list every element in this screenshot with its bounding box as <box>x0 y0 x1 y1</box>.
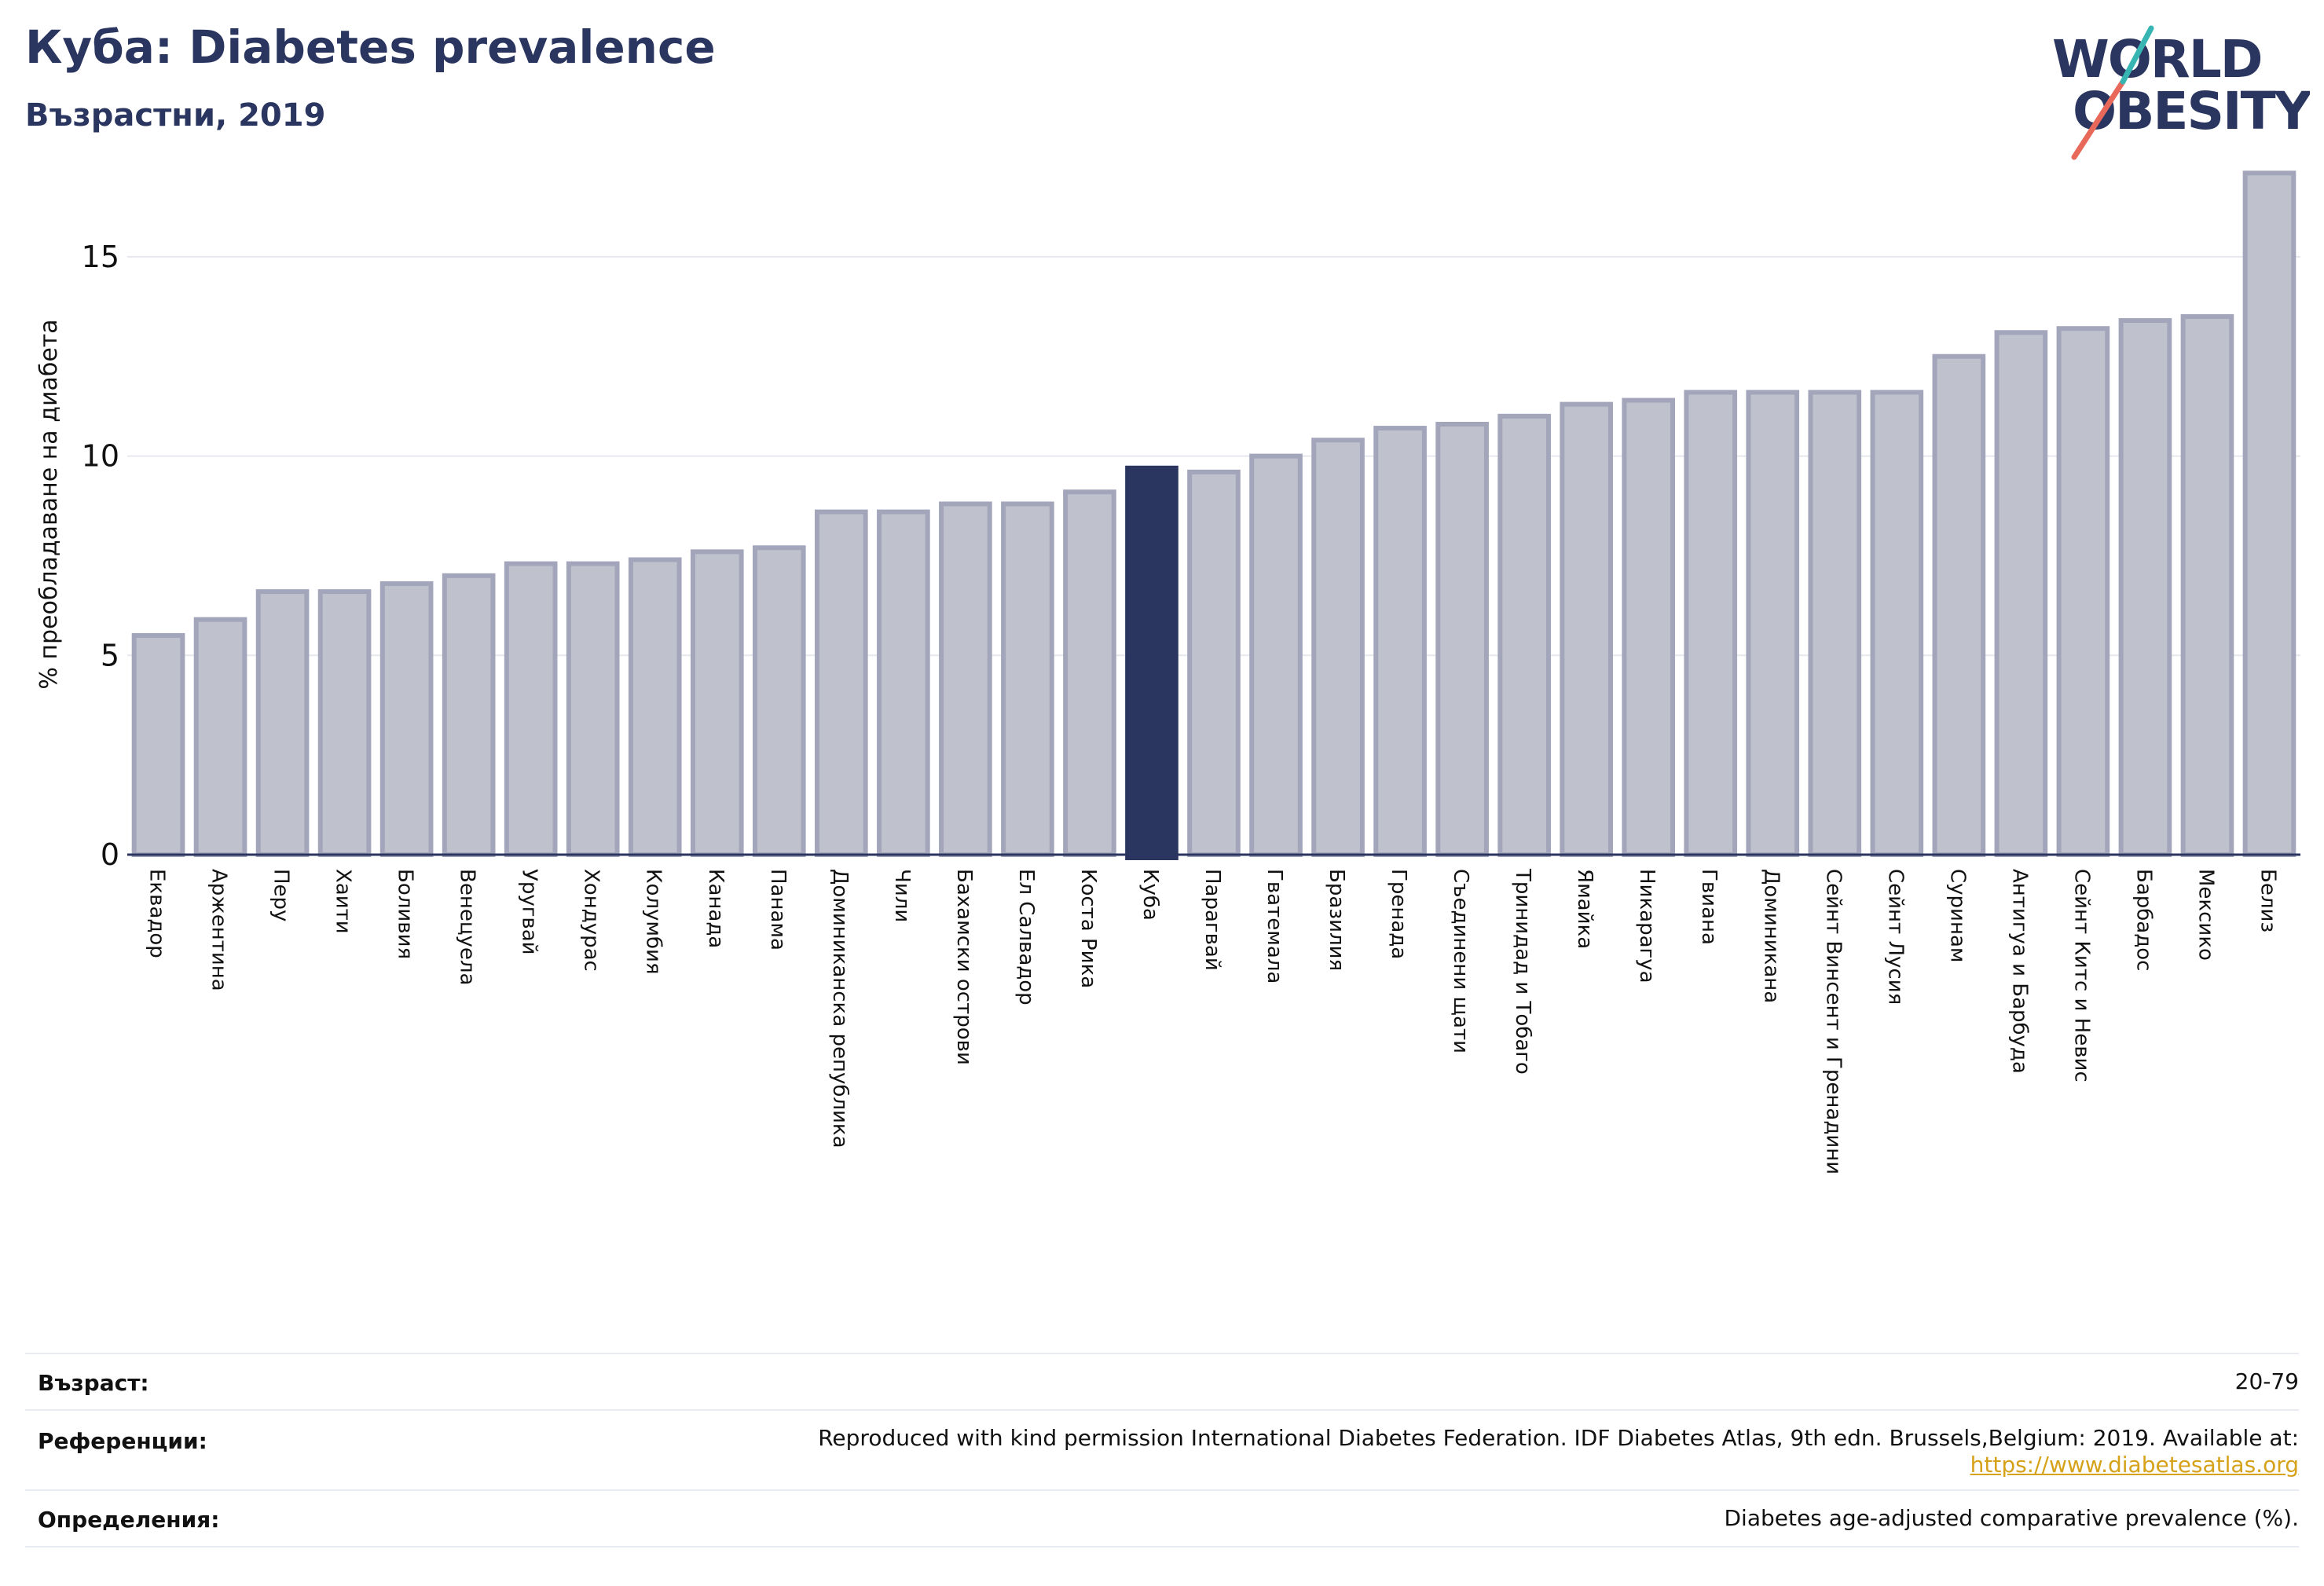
y-axis-label: % преобладаване на диабета <box>35 319 63 689</box>
y-axis-ticks: 0 5 10 15 <box>82 240 119 872</box>
bar <box>1249 453 1303 857</box>
x-tick-label: Венецуела <box>456 869 479 985</box>
bar <box>1994 330 2048 858</box>
bar <box>1373 426 1427 857</box>
bar <box>1001 501 1054 857</box>
bar <box>2180 313 2234 857</box>
bar <box>442 573 496 857</box>
bar <box>939 501 992 857</box>
x-tick-label: Бразилия <box>1325 869 1348 971</box>
x-tick-label: Хаити <box>332 869 355 934</box>
logo-line2: OBESITY <box>2073 81 2310 141</box>
bar <box>1125 465 1178 861</box>
x-tick-label: Белиз <box>2256 869 2279 932</box>
bar <box>2056 326 2110 857</box>
x-tick-label: Хондурас <box>580 869 603 972</box>
x-tick-label: Никарагуа <box>1635 869 1659 983</box>
bar <box>628 557 682 857</box>
chart-subtitle: Възрастни, 2019 <box>25 97 326 134</box>
bar <box>1560 401 1613 857</box>
bar <box>815 509 868 858</box>
bar <box>504 561 558 857</box>
age-label: Възраст: <box>38 1370 149 1396</box>
bar <box>317 589 372 858</box>
x-tick-label: Ел Салвадор <box>1014 869 1038 1005</box>
x-tick-label: Барбадос <box>2132 869 2155 971</box>
bar <box>131 632 185 858</box>
x-tick-label: Мексико <box>2194 869 2217 961</box>
footer-row-definitions: Определения: Diabetes age-adjusted compa… <box>25 1489 2299 1548</box>
y-tick-label: 15 <box>82 240 119 274</box>
bar <box>877 509 930 858</box>
footer-row-age: Възраст: 20-79 <box>25 1353 2299 1409</box>
references-label: Референции: <box>38 1428 207 1454</box>
x-tick-label: Бахамски острови <box>952 869 976 1065</box>
references-value: Reproduced with kind permission Internat… <box>818 1425 2299 1478</box>
bar <box>566 561 620 857</box>
chart-title: Куба: Diabetes prevalence <box>25 20 716 74</box>
x-tick-label: Чили <box>890 869 914 922</box>
x-tick-label: Доминикана <box>1759 869 1783 1003</box>
bar <box>255 589 310 858</box>
world-obesity-logo: WORLD OBESITY <box>2051 24 2315 165</box>
references-text: Reproduced with kind permission Internat… <box>818 1425 2299 1451</box>
x-tick-label: Суринам <box>1945 869 1969 963</box>
x-tick-label: Уругвай <box>518 869 541 955</box>
logo-line1: WORLD <box>2052 29 2262 90</box>
x-tick-label: Канада <box>704 869 728 948</box>
bar <box>1622 397 1676 857</box>
definitions-label: Определения: <box>38 1507 220 1533</box>
x-tick-label: Гватемала <box>1263 869 1286 983</box>
bar <box>1497 413 1551 857</box>
definitions-value: Diabetes age-adjusted comparative preval… <box>1724 1505 2300 1531</box>
x-tick-label: Доминиканска република <box>828 869 852 1148</box>
bar <box>1435 421 1489 857</box>
x-tick-label: Съединени щати <box>1449 869 1472 1053</box>
bar <box>1870 390 1924 857</box>
bar <box>2242 170 2297 858</box>
bar <box>1684 390 1738 857</box>
x-axis-labels: Еквадор Аржентина Перу Хаити Боливия Венецуел… <box>145 868 2280 1174</box>
y-tick-label: 5 <box>101 638 119 672</box>
x-tick-label: Ямайка <box>1573 869 1596 949</box>
bar <box>1311 438 1365 857</box>
x-tick-label: Тринидад и Тобаго <box>1511 868 1534 1075</box>
bar <box>1808 390 1862 857</box>
references-link[interactable]: https://www.diabetesatlas.org <box>1970 1452 2299 1478</box>
bar <box>1932 353 1986 857</box>
bar-chart: 0 5 10 15 Еквадор Аржентина Перу Хаити Боливия В… <box>35 170 2300 1174</box>
age-value: 20-79 <box>2234 1368 2299 1394</box>
x-tick-label: Аржентина <box>207 869 231 991</box>
bar <box>193 617 247 857</box>
x-tick-label: Сейнт Винсент и Гренадини <box>1821 869 1845 1174</box>
y-tick-label: 0 <box>101 837 119 872</box>
bar <box>1063 489 1116 857</box>
bars <box>131 170 2297 861</box>
x-tick-label: Сейнт Лусия <box>1883 869 1907 1005</box>
x-tick-label: Панама <box>766 869 790 951</box>
x-tick-label: Гвиана <box>1697 869 1721 945</box>
bar <box>690 549 744 858</box>
footer-row-references: Референции: Reproduced with kind permiss… <box>25 1409 2299 1489</box>
x-tick-label: Гренада <box>1387 869 1410 959</box>
bar <box>2118 318 2172 857</box>
x-tick-label: Боливия <box>394 869 417 959</box>
x-tick-label: Еквадор <box>145 869 169 958</box>
bar <box>752 545 806 858</box>
x-tick-label: Перу <box>269 869 293 921</box>
x-tick-label: Коста Рика <box>1076 869 1100 988</box>
bar <box>1187 469 1241 858</box>
bar <box>1746 390 1800 857</box>
x-tick-label: Колумбия <box>642 869 665 975</box>
x-tick-label: Сейнт Китс и Невис <box>2069 869 2093 1082</box>
footer-table: Възраст: 20-79 Референции: Reproduced wi… <box>25 1353 2299 1548</box>
x-tick-label: Антигуа и Барбуда <box>2007 869 2031 1074</box>
y-tick-label: 10 <box>82 439 119 474</box>
bar <box>379 581 434 857</box>
x-tick-label: Парагвай <box>1200 869 1224 971</box>
x-tick-label: Куба <box>1138 869 1162 921</box>
